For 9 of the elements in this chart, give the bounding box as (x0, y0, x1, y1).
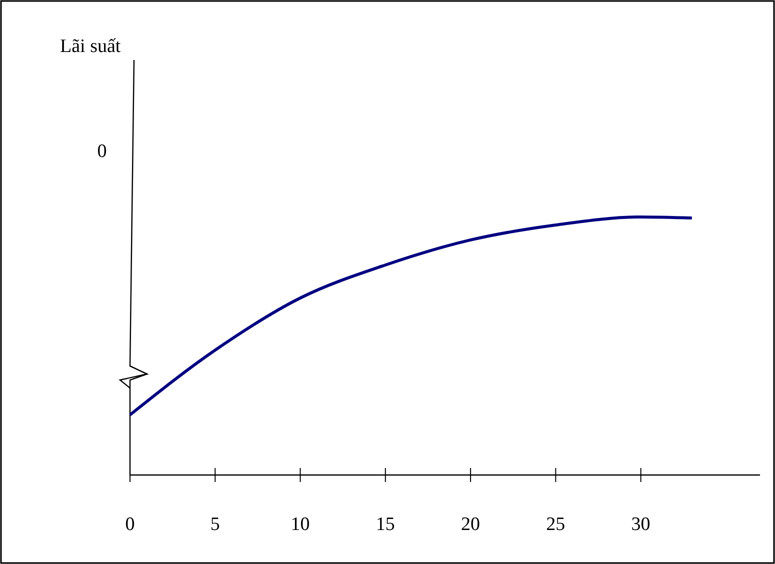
x-tick-label: 10 (290, 514, 310, 535)
x-tick-label: 0 (125, 514, 135, 535)
text: 0 (97, 141, 107, 162)
text: Lãi suất (60, 36, 122, 57)
x-tick-label: 5 (210, 514, 220, 535)
x-tick-label: 20 (461, 514, 480, 535)
x-tick-label: 30 (631, 514, 650, 535)
x-tick-label: 25 (546, 514, 566, 535)
x-tick-label: 15 (376, 514, 395, 535)
